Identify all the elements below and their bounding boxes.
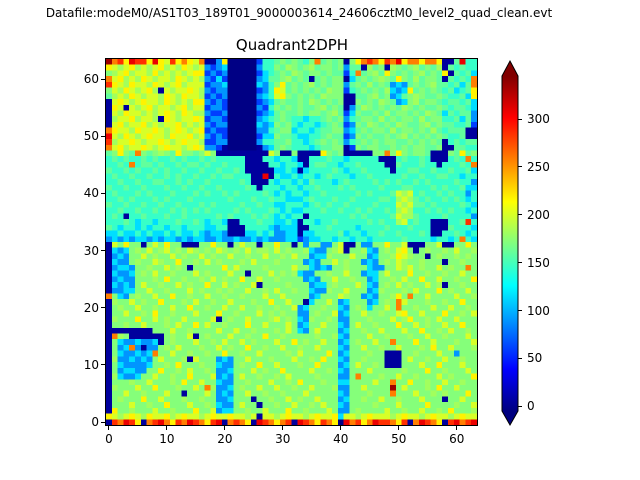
colorbar-tick-label: 200 xyxy=(527,207,550,222)
x-tick-mark xyxy=(282,426,284,430)
colorbar-tick-mark xyxy=(518,118,522,120)
x-tick-label: 0 xyxy=(105,432,113,446)
colorbar-tick-mark xyxy=(518,166,522,168)
colorbar-tick-label: 150 xyxy=(527,255,550,270)
colorbar-tick-mark xyxy=(518,405,522,407)
x-tick-label: 30 xyxy=(275,432,291,446)
x-tick-label: 50 xyxy=(391,432,407,446)
data-file-label: Datafile:modeM0/AS1T03_189T01_9000003614… xyxy=(45,6,553,20)
y-tick-label: 50 xyxy=(83,129,99,144)
colorbar-tick-label: 300 xyxy=(527,112,550,127)
x-tick-mark xyxy=(224,426,226,430)
plot-area xyxy=(105,58,478,426)
heatmap-canvas xyxy=(106,59,477,425)
colorbar-tick-mark xyxy=(518,214,522,216)
colorbar-tick-mark xyxy=(518,262,522,264)
x-tick-label: 10 xyxy=(159,432,175,446)
colorbar-outline xyxy=(501,59,519,427)
y-tick-mark xyxy=(101,421,105,423)
colorbar-tick-label: 100 xyxy=(527,303,550,318)
x-tick-mark xyxy=(456,426,458,430)
x-tick-mark xyxy=(398,426,400,430)
y-tick-label: 60 xyxy=(83,72,99,87)
colorbar-gradient xyxy=(502,76,518,411)
y-tick-label: 20 xyxy=(83,300,99,315)
colorbar-tick-mark xyxy=(518,310,522,311)
y-tick-mark xyxy=(101,192,105,194)
x-tick-label: 60 xyxy=(449,432,465,446)
y-tick-label: 0 xyxy=(91,415,99,430)
colorbar xyxy=(501,59,519,427)
colorbar-tick-label: 0 xyxy=(527,399,535,414)
y-tick-mark xyxy=(101,307,105,309)
x-tick-mark xyxy=(166,426,168,430)
chart-title: Quadrant2DPH xyxy=(235,36,349,54)
y-tick-mark xyxy=(101,250,105,252)
y-tick-label: 30 xyxy=(83,243,99,258)
x-tick-mark xyxy=(108,426,110,430)
x-tick-label: 20 xyxy=(217,432,233,446)
colorbar-tick-label: 250 xyxy=(527,159,550,174)
colorbar-tick-label: 50 xyxy=(527,351,543,366)
colorbar-over-arrow xyxy=(502,61,518,76)
colorbar-tick-mark xyxy=(518,357,522,359)
colorbar-under-arrow xyxy=(502,411,518,425)
y-tick-mark xyxy=(101,364,105,366)
x-tick-mark xyxy=(340,426,342,430)
y-tick-mark xyxy=(101,135,105,137)
x-tick-label: 40 xyxy=(333,432,349,446)
y-tick-label: 40 xyxy=(83,186,99,201)
y-tick-mark xyxy=(101,78,105,80)
y-tick-label: 10 xyxy=(83,357,99,372)
